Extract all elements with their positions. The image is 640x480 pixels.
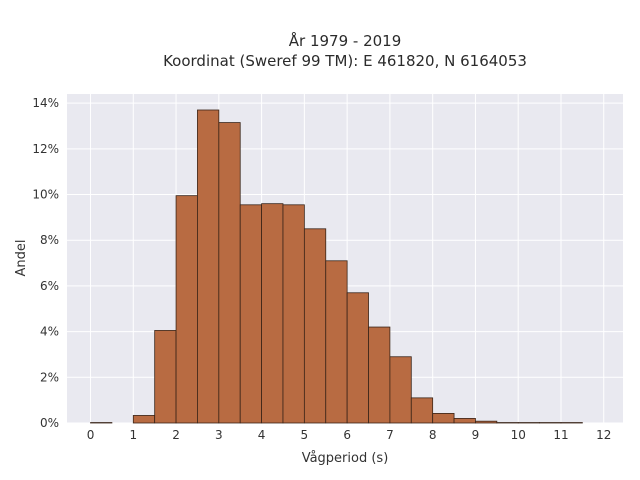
y-axis-ticks: 0% 2% 4% 6% 8% 10% 12% 14%: [32, 96, 59, 430]
y-tick-label: 12%: [32, 142, 59, 156]
histogram-bar: [368, 326, 391, 424]
histogram-bar: [325, 260, 348, 424]
y-tick-label: 2%: [40, 370, 59, 384]
x-tick-label: 0: [87, 428, 95, 442]
histogram-bar: [389, 356, 412, 424]
histogram-bar: [475, 420, 498, 424]
histogram-bar: [410, 397, 434, 424]
y-tick-label: 14%: [32, 96, 59, 110]
histogram-bar: [132, 415, 156, 424]
histogram-bar: [346, 292, 369, 424]
x-tick-label: 6: [343, 428, 351, 442]
chart-subtitle: Koordinat (Sweref 99 TM): E 461820, N 61…: [163, 52, 527, 70]
y-tick-label: 10%: [32, 188, 59, 202]
y-tick-label: 0%: [40, 416, 59, 430]
x-tick-label: 5: [301, 428, 309, 442]
x-tick-label: 2: [172, 428, 180, 442]
bars: [90, 109, 583, 424]
y-tick-label: 8%: [40, 233, 59, 247]
x-tick-label: 10: [511, 428, 526, 442]
histogram-bar: [175, 195, 198, 424]
chart-title: År 1979 - 2019: [289, 31, 402, 50]
histogram-bar: [218, 122, 241, 424]
x-tick-label: 7: [386, 428, 394, 442]
x-tick-label: 3: [215, 428, 223, 442]
x-tick-label: 11: [553, 428, 568, 442]
histogram-bar: [303, 228, 327, 424]
x-axis-ticks: 0 1 2 3 4 5 6 7 8 9 10 11 12: [87, 428, 612, 442]
histogram-bar: [197, 109, 220, 424]
histogram-bar: [453, 418, 476, 424]
x-tick-label: 9: [472, 428, 480, 442]
histogram-bar: [282, 204, 305, 424]
histogram-bar: [154, 330, 177, 424]
histogram-bar: [432, 413, 455, 424]
y-axis-label: Andel: [14, 240, 29, 277]
y-tick-label: 4%: [40, 325, 59, 339]
x-tick-label: 1: [129, 428, 137, 442]
x-axis-label: Vågperiod (s): [302, 451, 389, 466]
x-tick-label: 8: [429, 428, 437, 442]
x-tick-label: 4: [258, 428, 266, 442]
x-tick-label: 12: [596, 428, 611, 442]
histogram-bar: [261, 203, 284, 424]
y-tick-label: 6%: [40, 279, 59, 293]
histogram-bar: [239, 204, 262, 424]
